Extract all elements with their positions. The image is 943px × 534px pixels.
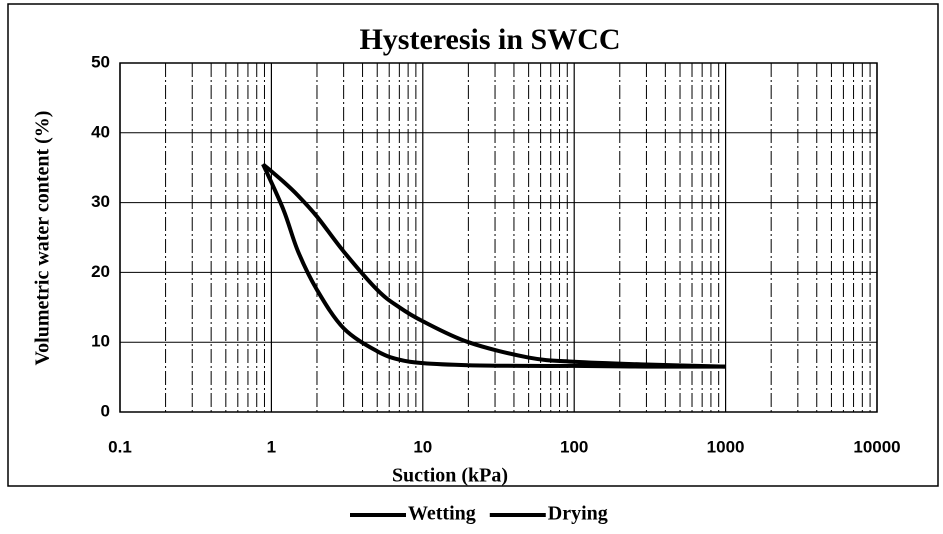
y-tick-label: 10 bbox=[91, 332, 110, 351]
chart-title: Hysteresis in SWCC bbox=[359, 23, 620, 56]
y-axis-label: Volumetric water content (%) bbox=[32, 111, 54, 366]
legend-label: Wetting bbox=[408, 503, 476, 525]
plot-border bbox=[119, 62, 878, 413]
x-tick-label: 1 bbox=[267, 437, 276, 456]
series-line bbox=[261, 162, 726, 369]
x-axis-label: Suction (kPa) bbox=[392, 465, 508, 487]
y-tick-label: 20 bbox=[91, 262, 110, 281]
x-tick-label: 1000 bbox=[707, 437, 745, 456]
y-tick-label: 0 bbox=[101, 401, 110, 420]
y-tick-label: 50 bbox=[91, 52, 110, 71]
y-tick-label: 30 bbox=[91, 192, 110, 211]
legend-label: Drying bbox=[548, 503, 608, 525]
x-tick-label: 10 bbox=[413, 437, 432, 456]
x-tick-label: 100 bbox=[560, 437, 588, 456]
series-line bbox=[261, 163, 726, 369]
frame bbox=[7, 3, 939, 487]
x-tick-label: 10000 bbox=[853, 437, 900, 456]
x-tick-label: 0.1 bbox=[108, 437, 132, 456]
y-tick-label: 40 bbox=[91, 122, 110, 141]
